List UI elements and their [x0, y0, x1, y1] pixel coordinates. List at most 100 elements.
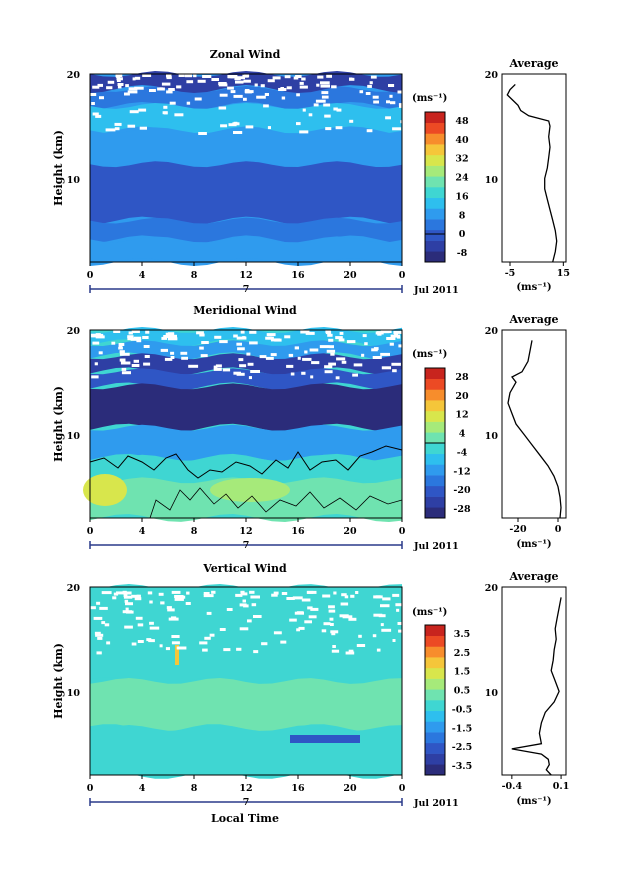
x-tick-label: 0 — [87, 526, 94, 537]
missing-data-cell — [364, 342, 368, 346]
missing-data-cell — [338, 338, 345, 342]
missing-data-cell — [95, 114, 102, 118]
missing-data-cell — [335, 126, 343, 130]
missing-data-cell — [382, 597, 391, 601]
missing-data-cell — [392, 639, 396, 642]
missing-data-cell — [320, 81, 330, 85]
missing-data-cell — [301, 598, 311, 602]
missing-data-cell — [135, 616, 143, 620]
missing-data-cell — [249, 590, 255, 594]
missing-data-cell — [273, 631, 282, 635]
x-tick-label: 8 — [191, 270, 198, 281]
profile-x-tick-label: 0 — [555, 524, 562, 535]
missing-data-cell — [115, 74, 121, 78]
colorbar-swatch — [425, 700, 445, 712]
missing-data-cell — [241, 592, 248, 596]
missing-data-cell — [297, 356, 301, 360]
missing-data-cell — [161, 336, 168, 340]
missing-data-cell — [331, 649, 340, 653]
heatmap-area — [89, 584, 408, 779]
missing-data-cell — [286, 364, 294, 368]
missing-data-cell — [171, 635, 180, 638]
missing-data-cell — [366, 129, 373, 133]
missing-data-cell — [145, 330, 150, 334]
colorbar-tick-label: 2.5 — [454, 648, 471, 659]
date-label: 7 — [243, 284, 250, 295]
missing-data-cell — [375, 595, 381, 599]
missing-data-cell — [346, 340, 356, 344]
missing-data-cell — [96, 601, 101, 605]
missing-data-cell — [339, 614, 349, 618]
missing-data-cell — [101, 591, 112, 595]
missing-data-cell — [113, 592, 119, 596]
x-tick-label: 0 — [399, 270, 406, 281]
missing-data-cell — [280, 640, 287, 644]
missing-data-cell — [330, 352, 335, 356]
missing-data-cell — [284, 335, 291, 339]
missing-data-cell — [149, 89, 156, 92]
colorbar-tick-label: 48 — [455, 116, 469, 127]
missing-data-cell — [125, 84, 129, 88]
missing-data-cell — [131, 642, 137, 646]
missing-data-cell — [380, 330, 390, 334]
missing-data-cell — [144, 355, 150, 358]
missing-data-cell — [96, 651, 102, 655]
missing-data-cell — [289, 618, 297, 622]
missing-data-cell — [261, 642, 268, 646]
missing-data-cell — [251, 603, 257, 607]
missing-data-cell — [92, 112, 99, 116]
missing-data-cell — [128, 87, 138, 91]
missing-data-cell — [397, 622, 405, 625]
missing-data-cell — [340, 602, 349, 606]
heatmap-area — [83, 327, 409, 522]
missing-data-cell — [390, 334, 400, 338]
missing-data-cell — [324, 365, 333, 369]
missing-data-cell — [149, 626, 160, 630]
missing-data-cell — [133, 359, 139, 363]
date-axis-caps — [89, 285, 403, 293]
missing-data-cell — [247, 619, 252, 623]
heatmap-band — [90, 127, 402, 169]
missing-data-cell — [188, 364, 199, 368]
colorbar-tick-label: 16 — [455, 191, 469, 202]
profile-x-tick-label: -0.4 — [502, 781, 523, 792]
profile-series: -5 15 — [505, 83, 570, 279]
missing-data-cell — [211, 78, 219, 81]
missing-data-cell — [397, 90, 403, 94]
missing-data-cell — [218, 83, 228, 87]
missing-data-cell — [281, 592, 288, 595]
colorbar-unit: (ms⁻¹) — [412, 607, 447, 618]
missing-data-cell — [199, 333, 205, 337]
missing-data-cell — [294, 611, 304, 615]
missing-data-cell — [380, 623, 384, 627]
missing-data-cell — [124, 92, 130, 96]
missing-data-cell — [298, 626, 305, 630]
missing-data-cell — [236, 342, 242, 346]
missing-data-cell — [230, 90, 236, 94]
colorbar-tick-label: -1.5 — [452, 723, 472, 734]
average-profile: Average 20 10 -5 15 (ms⁻¹) — [485, 57, 570, 293]
x-tick-label: 0 — [399, 526, 406, 537]
missing-data-cell — [295, 75, 302, 78]
missing-data-cell — [256, 95, 266, 99]
missing-data-cell — [171, 590, 181, 594]
heatmap-band — [90, 236, 402, 266]
missing-data-cell — [114, 122, 122, 126]
missing-data-cell — [228, 123, 237, 127]
colorbar-tick-label: 0 — [459, 229, 466, 240]
colorbar-swatch — [425, 485, 445, 497]
colorbar-swatch — [425, 112, 445, 124]
colorbar-swatch — [425, 496, 445, 508]
missing-data-cell — [226, 608, 233, 611]
missing-data-cell — [121, 371, 131, 375]
missing-data-cell — [328, 605, 335, 609]
x-tick-label: 20 — [343, 270, 357, 281]
missing-data-cell — [166, 76, 172, 80]
colorbar-swatch — [425, 742, 445, 754]
missing-data-cell — [317, 75, 324, 79]
colorbar-tick-label: -4 — [457, 447, 468, 458]
colorbar-unit: (ms⁻¹) — [412, 93, 447, 104]
colorbar-swatch — [425, 144, 445, 156]
missing-data-cell — [167, 332, 175, 336]
y-tick-label: 20 — [485, 326, 499, 337]
